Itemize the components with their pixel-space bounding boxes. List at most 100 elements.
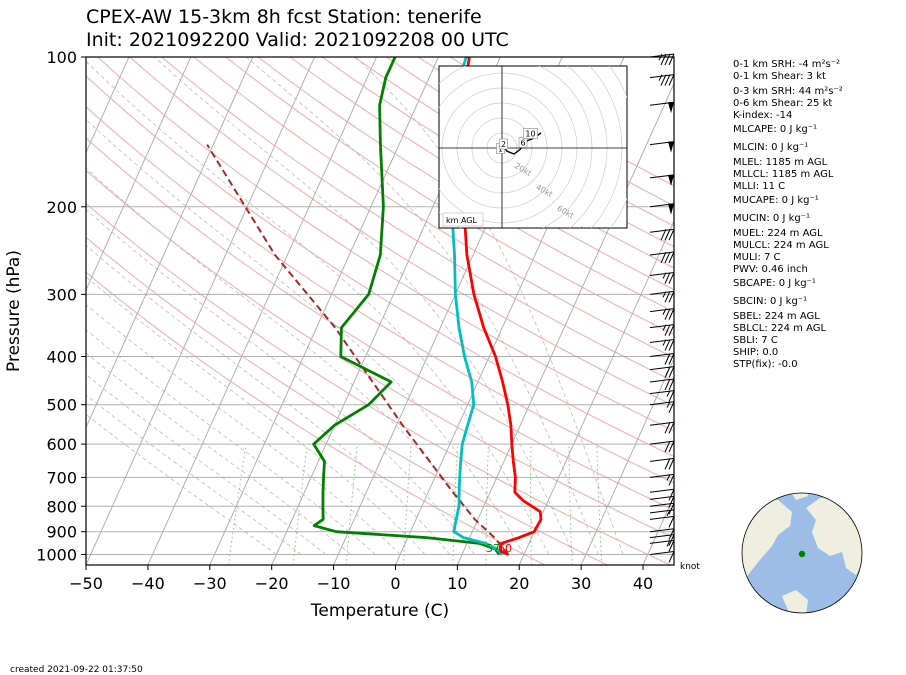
barb-full: [668, 489, 675, 501]
location-globe: [741, 492, 863, 614]
y-tick-label: 300: [46, 285, 77, 304]
isotherm: [147, 57, 377, 565]
barb-pennant: [668, 174, 674, 186]
barb-staff: [649, 390, 675, 395]
mixing-ratio-line: [596, 444, 603, 565]
mixing-ratio-line: [485, 444, 489, 565]
barb-staff: [649, 550, 675, 555]
moist-adiabat: [86, 413, 277, 555]
wind-barb: [649, 353, 675, 365]
wind-barb: [649, 290, 675, 303]
mixing-ratio-line: [568, 444, 573, 565]
barb-half: [662, 291, 667, 298]
barb-full: [668, 353, 675, 365]
index-line: MULI: 7 C: [733, 252, 781, 263]
barb-full: [664, 458, 671, 470]
y-tick-label: 1000: [36, 545, 77, 564]
index-line: SHIP: 0.0: [733, 347, 778, 358]
x-tick-label: −30: [193, 574, 227, 593]
barb-half: [662, 324, 667, 331]
x-tick-label: 40: [633, 574, 653, 593]
index-line: 0-3 km SRH: 44 m²s⁻²: [733, 86, 843, 97]
dry-adiabat: [86, 169, 674, 539]
x-tick-label: −40: [131, 574, 165, 593]
hodograph-height-label: 10: [525, 130, 535, 139]
index-line: MULCL: 224 m AGL: [733, 240, 829, 251]
barb-full: [668, 291, 675, 303]
index-line: 0-6 km Shear: 25 kt: [733, 98, 832, 109]
barb-pennant: [668, 102, 674, 114]
dry-adiabat: [86, 271, 545, 565]
dry-adiabat: [161, 57, 674, 383]
wind-barb: [649, 378, 675, 391]
barb-full: [668, 272, 675, 284]
barb-half: [662, 308, 667, 315]
wind-barb: [649, 440, 675, 453]
barb-full: [660, 251, 667, 264]
index-line: PWV: 0.46 inch: [733, 264, 808, 275]
indices-panel: 0-1 km SRH: -4 m²s⁻²0-1 km Shear: 3 kt 0-…: [733, 59, 843, 370]
moist-adiabat: [86, 276, 426, 555]
barb-full: [664, 74, 671, 86]
index-line: SBEL: 224 m AGL: [733, 311, 820, 322]
mixing-ratio-line: [292, 444, 308, 565]
isotherm: [209, 57, 439, 565]
wind-barb: [649, 53, 675, 66]
index-line: SBLI: 7 C: [733, 335, 778, 346]
barb-full: [664, 440, 671, 453]
barb-full: [668, 324, 675, 336]
barb-full: [664, 272, 671, 284]
dry-adiabat: [225, 57, 674, 336]
wind-barb: [649, 502, 675, 515]
barb-full: [668, 440, 675, 453]
surface-dewpoint-label: 57: [486, 542, 500, 555]
chart-title-line1: CPEX-AW 15-3km 8h fcst Station: tenerife: [86, 6, 482, 28]
moist-adiabat: [355, 57, 624, 555]
barb-full: [668, 339, 675, 351]
wind-barb: [649, 366, 675, 378]
dry-adiabat: [193, 57, 674, 359]
barb-staff: [649, 534, 675, 539]
y-tick-label: 100: [46, 48, 77, 67]
y-axis-label: Pressure (hPa): [4, 250, 24, 372]
wind-barb: [649, 390, 675, 402]
index-line: STP(fix): -0.0: [733, 359, 798, 370]
barb-full: [664, 291, 671, 303]
moist-adiabat: [246, 57, 599, 555]
globe-south-america: [782, 590, 808, 613]
x-tick-label: 0: [390, 574, 400, 593]
index-line: SBLCL: 224 m AGL: [733, 323, 826, 334]
barb-pennant: [668, 203, 674, 215]
barb-full: [668, 503, 675, 515]
wind-barb: [649, 251, 675, 264]
barb-full: [668, 534, 675, 546]
y-axis: 100 200 300 400 500 600 700 800 900 1000: [36, 48, 86, 564]
barb-full: [668, 308, 675, 320]
moist-adiabat: [86, 304, 401, 555]
barb-full: [668, 228, 675, 241]
parcel-line: [206, 144, 510, 556]
barb-full: [668, 458, 675, 470]
mixing-ratio-line: [530, 444, 532, 565]
barb-full: [668, 422, 675, 434]
x-axis-label: Temperature (C): [310, 601, 449, 621]
barb-full: [664, 228, 671, 241]
isotherm: [456, 82, 674, 565]
barb-pennant: [668, 141, 674, 153]
x-tick-label: −20: [255, 574, 289, 593]
barb-full: [664, 324, 671, 336]
hodograph-height-box: [499, 138, 508, 150]
wind-barb: [649, 101, 675, 114]
index-line: SBCIN: 0 J kg⁻¹: [733, 296, 807, 307]
barb-full: [668, 378, 675, 391]
barb-half: [658, 74, 663, 81]
barb-full: [668, 366, 675, 378]
barb-full: [668, 540, 675, 552]
hodograph-footer: km AGL: [446, 216, 478, 225]
wind-barb: [649, 339, 675, 351]
index-line: MLCIN: 0 J kg⁻¹: [733, 142, 808, 153]
barb-full: [664, 251, 671, 264]
hodograph-height-box: [523, 128, 538, 139]
